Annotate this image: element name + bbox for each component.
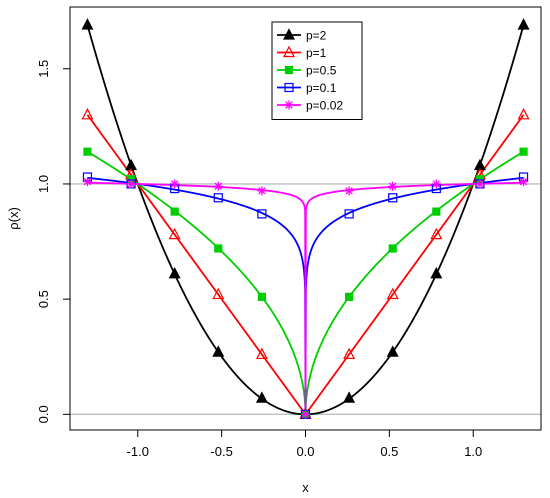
legend-item: p=1 xyxy=(277,45,327,60)
legend-label: p=0.02 xyxy=(306,99,343,113)
data-point xyxy=(283,28,295,40)
data-point xyxy=(212,287,225,300)
data-point xyxy=(213,181,223,191)
data-point xyxy=(430,267,443,279)
x-tick-label: 0.5 xyxy=(380,444,398,459)
data-point xyxy=(170,207,179,216)
data-point xyxy=(284,82,294,93)
data-point xyxy=(431,179,441,189)
legend-label: p=1 xyxy=(306,46,327,60)
data-point xyxy=(388,181,398,191)
y-axis: 0.0 0.5 1.0 1.5 xyxy=(36,60,70,423)
markers xyxy=(81,18,530,419)
data-point xyxy=(344,209,354,219)
data-point xyxy=(82,177,92,187)
data-point xyxy=(345,292,354,301)
data-point xyxy=(430,227,443,240)
x-tick-label: 1.0 xyxy=(464,444,482,459)
data-point xyxy=(517,108,530,120)
data-point xyxy=(257,209,267,219)
data-point xyxy=(432,207,441,216)
data-point xyxy=(257,292,266,301)
y-tick-label: 0.0 xyxy=(36,405,51,423)
data-point xyxy=(386,345,399,357)
x-tick-label: -0.5 xyxy=(210,444,232,459)
data-point xyxy=(168,227,181,240)
data-point xyxy=(301,409,310,419)
data-point xyxy=(517,18,530,30)
x-axis-label: x xyxy=(302,480,309,495)
data-point xyxy=(344,186,354,196)
data-point xyxy=(255,391,268,403)
data-point xyxy=(213,193,223,203)
data-point xyxy=(475,179,485,189)
legend-label: p=0.1 xyxy=(306,81,337,95)
data-point xyxy=(388,193,398,203)
legend: p=2 p=1 p=0.5 p=0.1 p=0.02 xyxy=(271,21,363,120)
legend-item: p=2 xyxy=(277,28,327,43)
data-point xyxy=(81,18,94,30)
data-point xyxy=(212,345,225,357)
data-point xyxy=(284,65,294,75)
legend-item: p=0.5 xyxy=(277,64,337,78)
series-line xyxy=(87,181,524,415)
data-point xyxy=(343,347,356,360)
data-point xyxy=(168,267,181,279)
x-tick-label: -1.0 xyxy=(127,444,149,459)
legend-label: p=2 xyxy=(306,29,327,43)
data-point xyxy=(83,147,92,156)
data-point xyxy=(257,186,267,196)
data-point xyxy=(126,179,136,189)
data-point xyxy=(283,45,295,58)
legend-item: p=0.1 xyxy=(277,81,337,95)
data-point xyxy=(388,244,397,253)
data-point xyxy=(255,347,268,360)
x-axis: -1.0 -0.5 0.0 0.5 1.0 xyxy=(127,430,482,459)
legend-item: p=0.02 xyxy=(277,99,343,113)
y-tick-label: 1.0 xyxy=(36,175,51,193)
data-point xyxy=(284,100,294,110)
data-point xyxy=(519,147,528,156)
data-point xyxy=(214,244,223,253)
y-tick-label: 0.5 xyxy=(36,290,51,308)
data-point xyxy=(386,287,399,300)
data-point xyxy=(170,179,180,189)
data-point xyxy=(519,177,529,187)
legend-label: p=0.5 xyxy=(306,64,337,78)
y-axis-label: ρ(x) xyxy=(6,207,21,230)
y-tick-label: 1.5 xyxy=(36,60,51,78)
data-point xyxy=(343,391,356,403)
data-point xyxy=(81,108,94,120)
x-tick-label: 0.0 xyxy=(296,444,314,459)
